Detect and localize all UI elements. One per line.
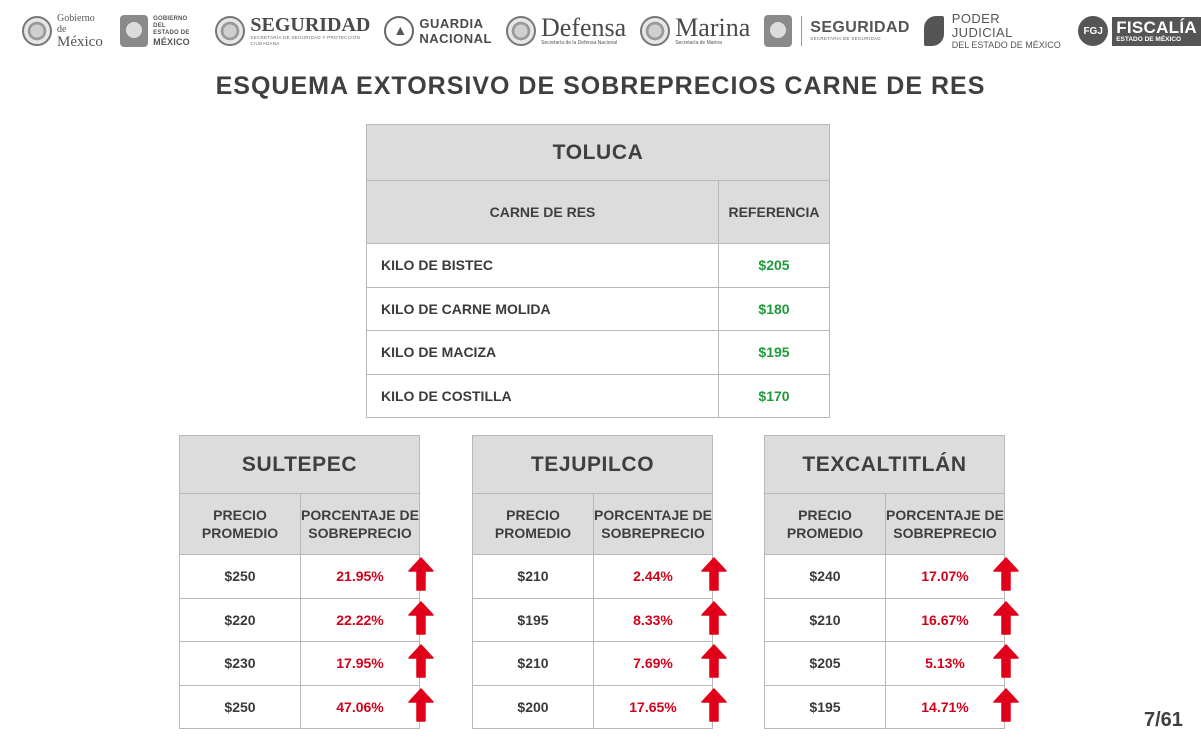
fgj-badge: FGJ [1078,16,1109,46]
red-up-arrow-icon [992,557,1019,591]
city-header: TEJUPILCO [472,435,713,494]
red-up-arrow-icon [700,601,727,635]
page-title: ESQUEMA EXTORSIVO DE SOBREPRECIOS CARNE … [215,72,986,100]
table-row: $195 14.71% [764,684,1005,729]
red-up-arrow-icon [407,557,434,591]
price-cell: $195 [472,597,594,642]
table-row: $240 17.07% [764,554,1005,599]
fiscalia-wordmark: FISCALÍA ESTADO DE MÉXICO [1112,16,1201,46]
item-cell: KILO DE BISTEC [366,243,719,288]
column-header-precio: PRECIO PROMEDIO [179,493,301,555]
table-row: $220 22.22% [179,597,420,642]
city-header: TEXCALTITLÁN [764,435,1005,494]
percentage-cell: 17.65% [593,684,713,729]
header-logo-strip: Gobierno de México GOBIERNO DEL ESTADO D… [22,8,1201,54]
poder-judicial-logo: PODER JUDICIAL DEL ESTADO DE MÉXICO [923,11,1064,51]
seguridad-sspc-logo: SEGURIDAD SECRETARÍA DE SEGURIDAD Y PROT… [215,15,370,47]
table-row: KILO DE CARNE MOLIDA $180 [366,286,830,331]
table-row: $210 2.44% [472,554,713,599]
column-header-precio: PRECIO PROMEDIO [764,493,886,555]
table-row: $200 17.65% [472,684,713,729]
percentage-cell: 17.07% [885,554,1005,599]
price-cell: $210 [764,597,886,642]
percentage-cell: 2.44% [593,554,713,599]
price-cell: $250 [179,684,301,729]
city-header: SULTEPEC [179,435,420,494]
percentage-cell: 8.33% [593,597,713,642]
red-up-arrow-icon [407,601,434,635]
texcaltitlan-table: TEXCALTITLÁN PRECIO PROMEDIO PORCENTAJE … [764,435,1005,729]
price-cell: $205 [764,641,886,686]
column-header-referencia: REFERENCIA [718,180,830,244]
table-row: $205 5.13% [764,641,1005,686]
reference-price-cell: $180 [718,286,830,331]
column-header-precio: PRECIO PROMEDIO [472,493,594,555]
red-up-arrow-icon [407,688,434,722]
mexico-seal-icon [22,16,52,46]
percentage-cell: 17.95% [300,641,420,686]
table-row: $250 47.06% [179,684,420,729]
edomex-seal-icon [120,15,149,47]
marina-seal-icon [640,16,671,46]
red-up-arrow-icon [992,644,1019,678]
column-header-carne: CARNE DE RES [366,180,719,244]
city-header: TOLUCA [366,124,830,181]
sultepec-table: SULTEPEC PRECIO PROMEDIO PORCENTAJE DE S… [179,435,420,729]
reference-price-cell: $170 [718,373,830,418]
percentage-cell: 7.69% [593,641,713,686]
reference-price-cell: $195 [718,330,830,375]
sspc-seal-icon [215,16,246,46]
percentage-cell: 5.13% [885,641,1005,686]
percentage-cell: 21.95% [300,554,420,599]
defensa-seal-icon [506,16,536,46]
reference-price-cell: $205 [718,243,830,288]
guardia-nacional-logo: GUARDIA NACIONAL [384,16,492,46]
column-header-porcentaje: PORCENTAJE DE SOBREPRECIO [593,493,713,555]
red-up-arrow-icon [992,601,1019,635]
defensa-logo: Defensa Secretaría de la Defensa Naciona… [506,15,626,46]
percentage-cell: 14.71% [885,684,1005,729]
table-row: $195 8.33% [472,597,713,642]
table-row: $210 16.67% [764,597,1005,642]
gobierno-edomex-logo: GOBIERNO DEL ESTADO DE MÉXICO [120,15,201,47]
item-cell: KILO DE CARNE MOLIDA [366,286,719,331]
table-row: KILO DE MACIZA $195 [366,330,830,375]
table-row: KILO DE BISTEC $205 [366,243,830,288]
price-cell: $210 [472,641,594,686]
seguridad-edomex-logo: SEGURIDAD SECRETARÍA DE SEGURIDAD [764,15,910,47]
item-cell: KILO DE COSTILLA [366,373,719,418]
price-cell: $195 [764,684,886,729]
marina-logo: Marina Secretaría de Marina [640,15,750,46]
edomex-seal-icon [764,15,793,47]
price-cell: $220 [179,597,301,642]
red-up-arrow-icon [407,644,434,678]
percentage-cell: 22.22% [300,597,420,642]
table-row: KILO DE COSTILLA $170 [366,373,830,418]
item-cell: KILO DE MACIZA [366,330,719,375]
column-header-porcentaje: PORCENTAJE DE SOBREPRECIO [885,493,1005,555]
table-row: $250 21.95% [179,554,420,599]
table-row: $210 7.69% [472,641,713,686]
tejupilco-table: TEJUPILCO PRECIO PROMEDIO PORCENTAJE DE … [472,435,713,729]
poder-judicial-emblem-icon [923,16,944,46]
red-up-arrow-icon [992,688,1019,722]
price-cell: $200 [472,684,594,729]
eagle-emblem-icon [384,16,415,46]
red-up-arrow-icon [700,688,727,722]
column-header-porcentaje: PORCENTAJE DE SOBREPRECIO [300,493,420,555]
toluca-reference-table: TOLUCA CARNE DE RES REFERENCIA KILO DE B… [366,124,830,418]
percentage-cell: 47.06% [300,684,420,729]
price-cell: $210 [472,554,594,599]
price-cell: $230 [179,641,301,686]
page-number: 7/61 [1144,709,1183,731]
red-up-arrow-icon [700,557,727,591]
table-row: $230 17.95% [179,641,420,686]
fiscalia-logo: FGJ FISCALÍA ESTADO DE MÉXICO [1078,16,1201,46]
price-cell: $250 [179,554,301,599]
red-up-arrow-icon [700,644,727,678]
logo-divider [801,16,803,46]
gobierno-mexico-logo: Gobierno de México [22,13,106,50]
price-cell: $240 [764,554,886,599]
percentage-cell: 16.67% [885,597,1005,642]
